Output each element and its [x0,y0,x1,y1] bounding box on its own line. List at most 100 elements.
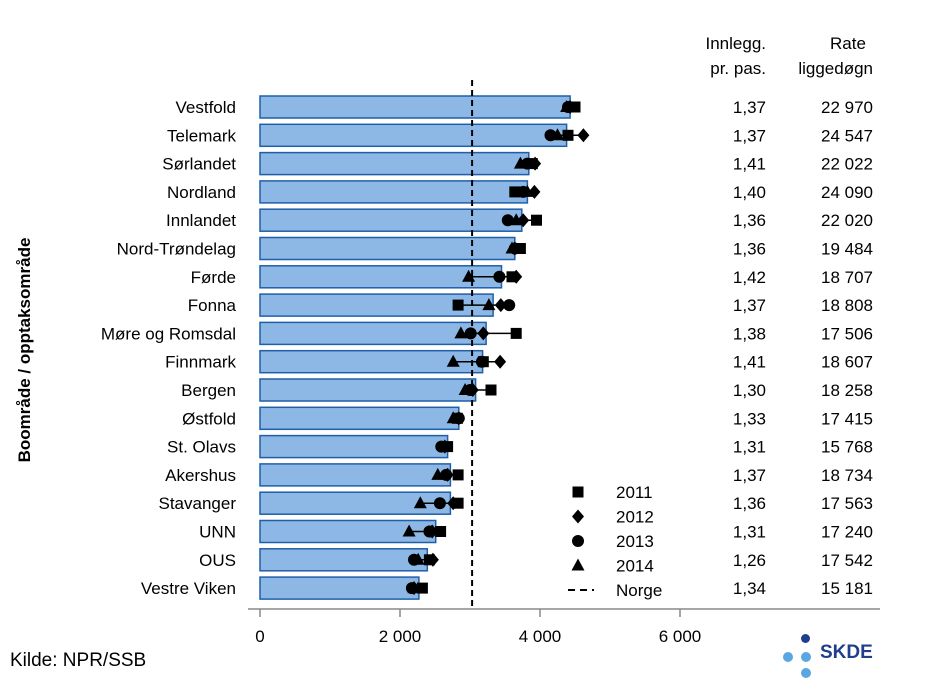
rate-value-7: 18 808 [821,296,873,315]
marker-2013-8 [464,327,477,340]
rate-value-3: 24 090 [821,183,873,202]
marker-2011-13 [452,469,464,481]
bar-0 [259,95,571,119]
category-label-3: Nordland [167,183,236,202]
column-headers: Innlegg. pr. pas. Rate liggedøgn [706,34,874,78]
logo-text: SKDE [820,642,873,663]
marker-2011-2 [526,158,538,170]
legend-symbol-0 [572,486,584,498]
category-label-16: OUS [199,551,236,570]
rate-value-13: 18 734 [821,466,873,485]
marker-2011-17 [416,582,428,594]
x-tick-label-1: 2 000 [379,627,422,646]
year-markers [402,100,590,596]
legend: 2011 2012 2013 2014 Norge [568,483,662,600]
marker-2012-3 [528,184,541,199]
rate-value-16: 17 542 [821,551,873,570]
innlegg-value-3: 1,40 [733,183,766,202]
bar-1 [259,123,568,148]
category-label-6: Førde [191,268,236,287]
bar-8 [259,321,487,346]
innlegg-value-16: 1,26 [733,551,766,570]
marker-2014-14 [413,496,427,509]
category-label-0: Vestfold [176,98,237,117]
marker-2011-4 [531,214,542,226]
y-axis-label-group: Boområde / opptaksområde [15,238,34,463]
marker-2013-6 [493,270,506,283]
bar-11 [259,406,460,431]
innlegg-value-2: 1,41 [733,155,766,174]
bar-5 [259,236,516,261]
innlegg-value-15: 1,31 [733,523,766,542]
category-labels: Vestfold Telemark Sørlandet Nordland Innland… [101,98,237,598]
rate-value-4: 22 020 [821,211,873,230]
rate-value-15: 17 240 [821,523,873,542]
bar-4 [259,208,523,232]
bar-16 [259,548,429,572]
innlegg-value-13: 1,37 [733,466,766,485]
category-label-5: Nord-Trøndelag [117,240,236,259]
logo-dot-left [783,652,793,662]
marker-2011-5 [514,243,526,254]
legend-symbol-3 [571,558,585,571]
x-axis: 0 2 000 4 000 6 000 [248,608,880,646]
rate-value-17: 15 181 [821,579,873,598]
bar-3 [259,180,529,204]
marker-2011-11 [451,412,463,424]
rate-value-9: 18 607 [821,353,873,372]
marker-2014-7 [482,298,496,311]
innlegg-value-11: 1,33 [733,409,766,428]
marker-2011-8 [510,327,522,339]
category-label-2: Sørlandet [162,155,236,174]
innlegg-value-12: 1,31 [733,438,766,457]
innlegg-value-0: 1,37 [733,98,766,117]
legend-label-3: 2014 [616,557,654,576]
marker-2012-4 [517,213,530,228]
rate-value-0: 22 970 [821,98,873,117]
marker-2011-15 [435,526,447,537]
marker-2011-10 [485,384,497,396]
category-label-11: Østfold [182,409,236,428]
rate-value-6: 18 707 [821,268,873,287]
innlegg-value-9: 1,41 [733,353,766,372]
marker-2011-1 [562,129,574,141]
legend-symbol-2 [572,535,584,547]
marker-2011-0 [569,101,581,113]
bars [259,95,571,600]
legend-label-1: 2012 [616,508,654,527]
category-label-13: Akershus [165,466,236,485]
rate-value-2: 22 022 [821,155,873,174]
marker-2014-6 [462,269,476,282]
category-label-7: Fonna [188,296,237,315]
innlegg-value-8: 1,38 [733,324,766,343]
legend-label-2: 2013 [616,532,654,551]
innlegg-value-6: 1,42 [733,268,766,287]
legend-symbol-1 [572,509,584,524]
marker-2013-4 [501,214,514,227]
rate-value-8: 17 506 [821,324,873,343]
marker-2014-9 [446,354,460,367]
header-innlegg-line1: Innlegg. [706,34,767,53]
category-label-10: Bergen [181,381,236,400]
marker-2011-12 [442,441,454,453]
marker-2011-9 [477,356,489,368]
source-note: Kilde: NPR/SSB [10,650,147,671]
header-rate-line2: liggedøgn [798,59,873,78]
logo-dot-center [801,652,811,662]
marker-2012-9 [494,354,507,369]
legend-label-4: Norge [616,581,662,600]
innlegg-value-5: 1,36 [733,240,766,259]
category-label-17: Vestre Viken [141,579,236,598]
marker-2013-7 [503,299,516,312]
rate-value-14: 17 563 [821,494,873,513]
marker-2011-7 [452,299,464,311]
innlegg-value-7: 1,37 [733,296,766,315]
header-innlegg-line2: pr. pas. [710,59,766,78]
innlegg-value-1: 1,37 [733,126,766,145]
bar-9 [259,349,484,374]
skde-logo: SKDE [780,634,900,680]
marker-2011-14 [452,497,464,509]
marker-2013-16 [408,553,420,566]
category-label-1: Telemark [167,126,236,145]
